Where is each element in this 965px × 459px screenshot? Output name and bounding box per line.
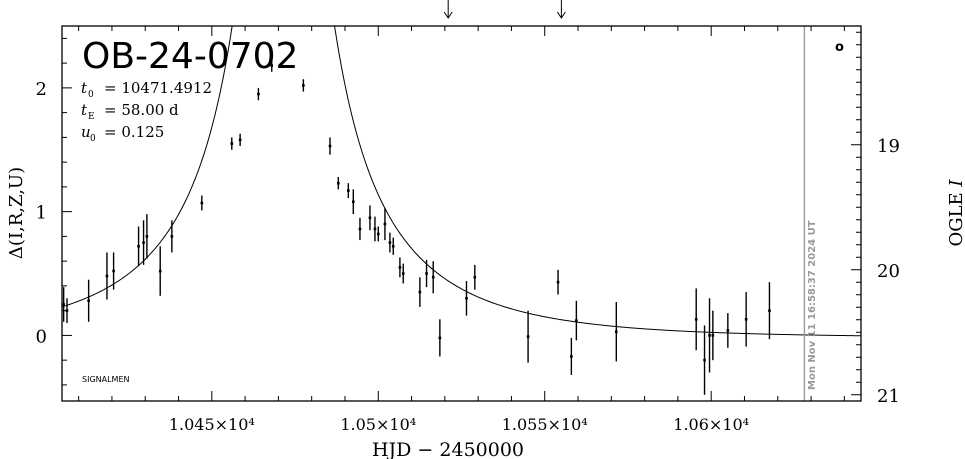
mag-tick-label-1: 20 xyxy=(877,261,900,282)
data-point-0 xyxy=(62,303,65,306)
y-tick-label-1: 1 xyxy=(36,203,47,224)
data-point-8 xyxy=(158,269,162,273)
data-point-15 xyxy=(302,84,305,87)
param-te-symbol: t xyxy=(81,101,88,119)
top-arrow-head-0 xyxy=(443,11,453,19)
data-point-11 xyxy=(230,142,234,145)
data-point-13 xyxy=(257,92,260,96)
data-point-35 xyxy=(526,335,530,338)
mag-tick-label-0: 19 xyxy=(877,136,900,157)
y-tick-label-0: 0 xyxy=(36,326,47,347)
param-t0-subscript: 0 xyxy=(88,90,94,100)
data-point-30 xyxy=(425,272,428,275)
y-tick-label-2: 2 xyxy=(36,79,47,100)
data-point-34 xyxy=(473,275,477,279)
top-arrow-1 xyxy=(556,0,566,19)
corner-label: SIGNALMEN xyxy=(82,375,130,384)
param-u0: u 0 = 0.125 xyxy=(81,123,164,144)
plot-frame xyxy=(61,25,862,402)
data-point-23 xyxy=(376,232,380,236)
data-point-37 xyxy=(570,355,573,358)
mag-tick-label-2: 21 xyxy=(877,386,900,407)
timestamp: Mon Nov 11 16:58:37 2024 UT xyxy=(807,220,818,390)
param-te-value: = 58.00 d xyxy=(104,101,179,119)
data-point-40 xyxy=(694,318,698,321)
data-point-25 xyxy=(388,241,392,244)
data-point-9 xyxy=(170,235,174,238)
param-t0: t 0 = 10471.4912 xyxy=(81,79,212,100)
data-point-21 xyxy=(368,216,372,220)
param-te-subscript: E xyxy=(88,112,95,122)
y2-axis-label-prefix: OGLE xyxy=(946,192,965,246)
data-point-10 xyxy=(200,201,204,205)
param-te: t E = 58.00 d xyxy=(81,101,179,122)
param-t0-symbol: t xyxy=(81,79,88,97)
data-point-46 xyxy=(768,309,771,312)
data-point-4 xyxy=(112,269,115,273)
data-point-7 xyxy=(145,235,149,238)
data-point-41 xyxy=(703,358,706,362)
data-point-20 xyxy=(358,227,362,231)
y2-axis-label-symbol: I xyxy=(946,179,965,188)
x-tick-label-1: 1.05×10⁴ xyxy=(340,415,416,434)
data-point-14 xyxy=(270,64,274,67)
data-point-39 xyxy=(615,330,618,333)
data-point-32 xyxy=(438,336,442,340)
top-arrow-0 xyxy=(443,0,453,19)
param-t0-value: = 10471.4912 xyxy=(104,79,212,97)
top-arrow-head-1 xyxy=(556,11,566,19)
data-point-43 xyxy=(711,334,715,337)
y2-axis-label: OGLE I xyxy=(946,179,965,247)
chart-title: OB-24-0702 xyxy=(82,36,298,77)
param-u0-subscript: 0 xyxy=(90,134,96,144)
data-point-33 xyxy=(465,296,468,300)
data-point-28 xyxy=(401,272,405,275)
data-point-22 xyxy=(373,227,377,231)
data-point-36 xyxy=(556,280,560,284)
x-tick-label-2: 1.055×10⁴ xyxy=(502,415,588,434)
data-point-42 xyxy=(708,334,711,337)
data-point-5 xyxy=(137,244,140,248)
data-point-18 xyxy=(347,189,350,192)
data-point-2 xyxy=(87,299,90,303)
data-point-27 xyxy=(398,266,402,269)
data-point-12 xyxy=(238,138,242,142)
data-point-3 xyxy=(105,274,109,278)
axes-layer: 1.045×10⁴ 1.05×10⁴ 1.055×10⁴ 1.06×10⁴ 0 1 2 19 2… xyxy=(36,0,900,434)
data-layer xyxy=(62,26,861,395)
data-point-45 xyxy=(744,318,748,321)
data-point-44 xyxy=(726,329,730,332)
data-point-17 xyxy=(337,181,340,185)
param-u0-symbol: u xyxy=(81,123,91,141)
data-point-24 xyxy=(383,222,387,226)
data-point-16 xyxy=(328,144,332,148)
y-axis-label: Δ(I,R,Z,U) xyxy=(6,167,27,259)
data-point-38 xyxy=(575,319,578,322)
data-point-29 xyxy=(418,290,422,294)
data-point-26 xyxy=(391,244,395,248)
data-point-31 xyxy=(431,275,435,279)
x-tick-label-0: 1.045×10⁴ xyxy=(169,415,255,434)
data-point-19 xyxy=(352,200,355,204)
corner-marker: o xyxy=(835,40,844,55)
x-axis-label: HJD − 2450000 xyxy=(372,439,524,459)
data-point-6 xyxy=(142,241,145,244)
param-u0-value: = 0.125 xyxy=(104,123,164,141)
x-tick-label-3: 1.06×10⁴ xyxy=(673,415,749,434)
